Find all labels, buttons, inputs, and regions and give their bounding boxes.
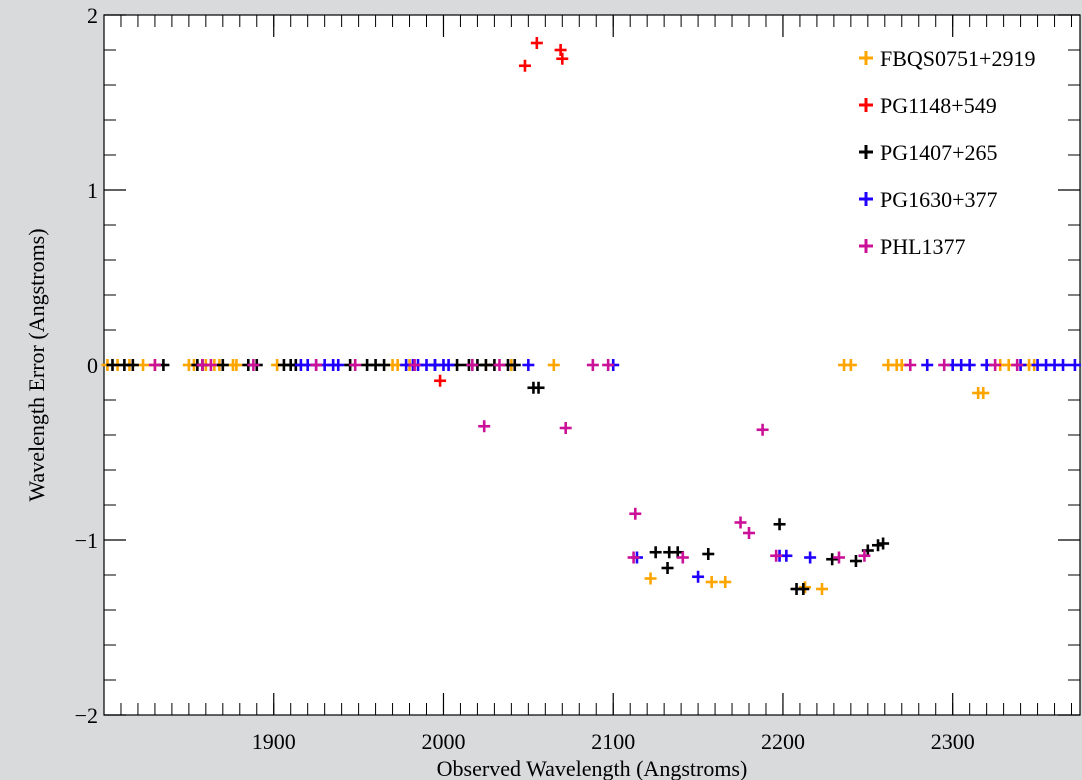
data-point	[858, 549, 871, 562]
x-tick-label: 2000	[421, 729, 465, 754]
data-point	[629, 507, 642, 520]
data-point	[692, 570, 705, 583]
data-point	[106, 359, 119, 371]
data-point	[799, 581, 812, 594]
data-point	[832, 551, 845, 564]
data-point	[518, 59, 531, 72]
data-point	[408, 359, 421, 371]
data-point	[230, 359, 243, 371]
data-point	[332, 359, 345, 371]
data-point	[126, 359, 139, 371]
data-point	[780, 549, 793, 562]
data-point	[442, 359, 455, 371]
data-point	[844, 359, 857, 371]
data-point	[921, 359, 934, 371]
data-point	[137, 359, 150, 371]
data-point	[310, 359, 323, 371]
data-point	[1068, 359, 1081, 371]
data-point	[904, 359, 917, 371]
data-point	[478, 420, 491, 433]
legend-item: PG1630+377	[859, 187, 998, 212]
data-point	[649, 546, 662, 559]
data-point	[756, 423, 769, 436]
data-point	[815, 583, 828, 595]
legend-item: PHL1377	[859, 234, 966, 259]
data-point	[216, 359, 229, 371]
data-point	[204, 359, 217, 371]
legend-label: PG1407+265	[880, 140, 998, 165]
data-point	[797, 583, 810, 595]
data-point	[532, 381, 545, 394]
data-point	[508, 359, 521, 371]
data-point	[559, 422, 572, 434]
x-tick-label: 2300	[931, 729, 975, 754]
data-point	[719, 576, 732, 588]
data-point	[734, 516, 747, 529]
data-point	[547, 359, 560, 371]
x-tick-label: 1900	[252, 729, 296, 754]
y-axis-ticks: 2 1 0 −1 −2	[75, 3, 1080, 728]
data-point	[378, 359, 391, 371]
x-tick-label: 2200	[761, 729, 805, 754]
data-point	[661, 562, 674, 574]
data-point	[702, 548, 715, 560]
data-point	[826, 553, 839, 566]
data-point	[770, 549, 783, 562]
data-point	[493, 359, 506, 371]
x-axis-label: Observed Wavelength (Angstroms)	[437, 756, 748, 780]
legend-label: FBQS0751+2919	[880, 46, 1035, 71]
legend-label: PG1148+549	[880, 93, 997, 118]
data-point	[530, 37, 543, 49]
legend-item: FBQS0751+2919	[859, 46, 1035, 71]
legend-label: PHL1377	[880, 234, 966, 259]
y-tick-label: 2	[87, 3, 98, 28]
data-point	[556, 52, 569, 65]
data-point	[602, 359, 615, 371]
data-point	[743, 527, 756, 539]
data-point	[627, 551, 640, 564]
data-point	[644, 572, 657, 585]
legend-item: PG1407+265	[859, 140, 998, 165]
data-point	[773, 518, 786, 531]
data-point	[247, 359, 260, 371]
x-tick-label: 2100	[591, 729, 635, 754]
data-point	[1011, 359, 1024, 371]
data-point	[586, 359, 599, 371]
y-tick-label: 1	[87, 178, 98, 203]
data-point	[989, 359, 1002, 371]
data-point	[676, 551, 689, 564]
data-points	[101, 37, 1081, 595]
y-tick-label: 0	[87, 353, 98, 378]
data-point	[148, 359, 161, 371]
data-point	[938, 359, 951, 371]
data-point	[522, 359, 535, 371]
data-point	[804, 551, 817, 564]
x-axis-ticks: 1900 2000 2100 2200 2300	[252, 15, 975, 754]
data-point	[705, 576, 718, 588]
legend-item: PG1148+549	[859, 93, 997, 118]
data-point	[977, 387, 990, 399]
data-point	[434, 374, 447, 387]
legend: FBQS0751+2919 PG1148+549 PG1407+265 PG1630+…	[859, 46, 1035, 259]
data-point	[554, 44, 567, 56]
data-point	[1057, 359, 1070, 371]
y-tick-label: −1	[75, 528, 98, 553]
data-point	[349, 359, 362, 371]
data-point	[466, 359, 479, 371]
y-tick-label: −2	[75, 703, 98, 728]
legend-label: PG1630+377	[880, 187, 998, 212]
data-point	[963, 359, 976, 371]
data-point	[877, 537, 890, 550]
y-axis-label: Wavelength Error (Angstroms)	[24, 228, 49, 501]
data-point	[849, 555, 862, 567]
